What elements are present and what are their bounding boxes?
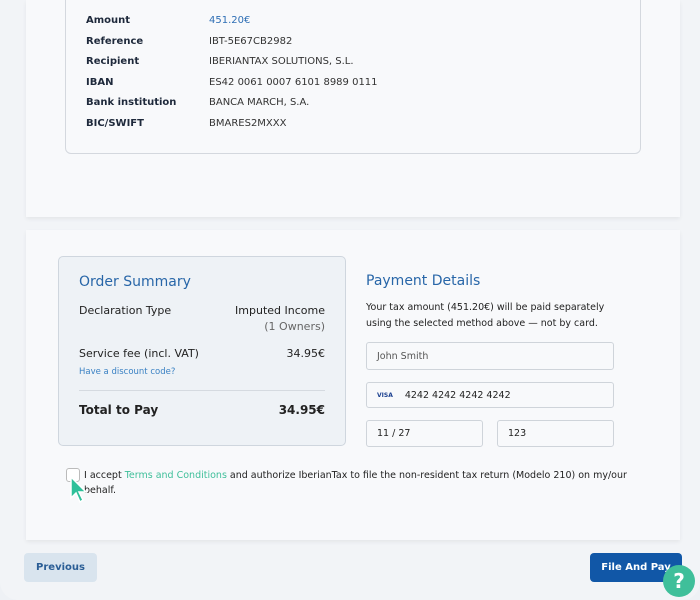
cvc-input[interactable]: 123 [497, 420, 614, 447]
payment-note: Your tax amount (451.20€) will be paid s… [366, 302, 605, 329]
detail-row-amount: Amount 451.20€ [86, 15, 251, 26]
terms-link[interactable]: Terms and Conditions [124, 470, 227, 481]
expiry-input[interactable]: 11 / 27 [366, 420, 483, 447]
help-button[interactable]: ? [663, 565, 695, 597]
previous-button[interactable]: Previous [24, 553, 97, 582]
detail-row-bic: BIC/SWIFT BMARES2MXXX [86, 118, 287, 129]
order-summary-title: Order Summary [79, 274, 191, 290]
fee-value: 34.95€ [286, 347, 326, 360]
consent-post: and authorize IberianTax to file the non… [84, 470, 627, 496]
divider [79, 390, 325, 391]
detail-row-reference: Reference IBT-5E67CB2982 [86, 36, 293, 47]
bank-details-box: Amount 451.20€ Reference IBT-5E67CB2982 Re… [65, 0, 641, 154]
declaration-label: Declaration Type [79, 304, 172, 317]
consent-text: I accept Terms and Conditions and author… [64, 468, 644, 498]
card-number-input[interactable]: VISA 4242 4242 4242 4242 [366, 382, 614, 408]
card-number-value: 4242 4242 4242 4242 [404, 389, 511, 401]
bank-transfer-card: Amount 451.20€ Reference IBT-5E67CB2982 Re… [26, 0, 680, 217]
detail-row-bank: Bank institution BANCA MARCH, S.A. [86, 97, 310, 108]
detail-row-recipient: Recipient IBERIANTAX SOLUTIONS, S.L. [86, 56, 354, 67]
cardholder-name-value: John Smith [377, 350, 429, 362]
cursor-pointer-icon [70, 476, 88, 504]
question-icon: ? [673, 569, 685, 593]
declaration-value: Imputed Income [235, 304, 325, 317]
checkout-card: Order Summary Declaration Type Imputed I… [26, 230, 680, 540]
cardholder-name-input[interactable]: John Smith [366, 342, 614, 370]
detail-row-iban: IBAN ES42 0061 0007 6101 8989 0111 [86, 77, 378, 88]
cvc-value: 123 [508, 428, 527, 439]
owners-count: (1 Owners) [264, 320, 325, 333]
discount-code-link[interactable]: Have a discount code? [79, 367, 176, 377]
order-summary: Order Summary Declaration Type Imputed I… [58, 256, 346, 446]
expiry-value: 11 / 27 [377, 428, 411, 439]
total-label: Total to Pay [79, 403, 159, 417]
visa-icon: VISA [377, 391, 393, 399]
consent-pre: I accept [84, 470, 125, 481]
total-value: 34.95€ [278, 403, 325, 417]
fee-label: Service fee (incl. VAT) [79, 347, 199, 360]
payment-details-title: Payment Details [366, 273, 481, 289]
